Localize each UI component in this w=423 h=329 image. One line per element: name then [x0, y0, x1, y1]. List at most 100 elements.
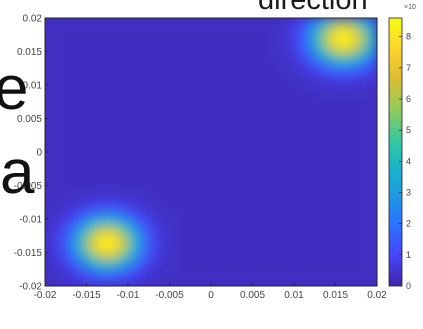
- heatmap-cell: [128, 152, 137, 160]
- heatmap-cell: [103, 78, 112, 86]
- heatmap-cell: [310, 239, 320, 247]
- heatmap-cell: [244, 118, 254, 126]
- heatmap-cell: [227, 265, 237, 274]
- heatmap-cell: [310, 125, 320, 133]
- heatmap-cell: [136, 131, 146, 140]
- heatmap-cell: [136, 64, 146, 73]
- y-tick-label: 0.01: [23, 81, 43, 92]
- heatmap-cell: [277, 205, 287, 213]
- heatmap-cell: [211, 185, 220, 193]
- heatmap-cell: [302, 138, 312, 146]
- heatmap-cell: [111, 259, 121, 267]
- heatmap-cell: [86, 125, 96, 133]
- heatmap-cell: [335, 192, 345, 200]
- heatmap-cell: [119, 64, 129, 73]
- heatmap-cell: [152, 279, 162, 286]
- y-tick-label: 0: [36, 148, 42, 159]
- heatmap-cell: [277, 252, 287, 260]
- heatmap-cell: [194, 158, 204, 166]
- heatmap-cell: [269, 152, 278, 160]
- heatmap-cell: [202, 85, 212, 93]
- heatmap-cell: [177, 91, 187, 99]
- heatmap-cell: [86, 105, 96, 113]
- heatmap-cell: [327, 232, 337, 240]
- heatmap-cell: [252, 118, 262, 126]
- heatmap-cell: [128, 245, 137, 254]
- heatmap-cell: [219, 172, 229, 180]
- heatmap-cell: [252, 131, 262, 140]
- heatmap-cell: [235, 165, 245, 173]
- heatmap-cell: [186, 111, 195, 120]
- heatmap-cell: [269, 91, 278, 99]
- heatmap-cell: [177, 85, 187, 93]
- heatmap-cell: [327, 131, 337, 140]
- heatmap-cell: [202, 279, 212, 286]
- heatmap-cell: [86, 78, 96, 86]
- heatmap-cell: [161, 158, 171, 166]
- heatmap-cell: [45, 78, 54, 86]
- heatmap-cell: [53, 152, 63, 160]
- heatmap-cell: [260, 105, 270, 113]
- heatmap-cell: [202, 51, 212, 59]
- heatmap-cell: [227, 138, 237, 146]
- heatmap-cell: [285, 205, 295, 213]
- heatmap-cell: [61, 125, 71, 133]
- heatmap-cell: [194, 111, 204, 120]
- heatmap-cell: [310, 85, 320, 93]
- heatmap-cell: [310, 279, 320, 286]
- heatmap-cell: [186, 272, 195, 280]
- heatmap-cell: [169, 18, 179, 26]
- heatmap-cell: [235, 51, 245, 59]
- heatmap-cell: [194, 98, 204, 106]
- heatmap-cell: [61, 158, 71, 166]
- heatmap-cell: [318, 98, 328, 106]
- heatmap-cell: [194, 51, 204, 59]
- heatmap-cell: [136, 212, 146, 220]
- heatmap-cell: [186, 71, 195, 79]
- heatmap-cell: [302, 44, 312, 53]
- heatmap-cell: [368, 98, 377, 106]
- heatmap-cell: [219, 152, 229, 160]
- heatmap-cell: [368, 44, 377, 53]
- heatmap-cell: [136, 219, 146, 227]
- heatmap-cell: [78, 98, 88, 106]
- heatmap-cell: [343, 58, 353, 66]
- heatmap-cell: [277, 111, 287, 120]
- heatmap-cell: [136, 38, 146, 46]
- heatmap-cell: [128, 178, 137, 187]
- heatmap-cell: [119, 279, 129, 286]
- heatmap-cell: [335, 158, 345, 166]
- heatmap-cell: [235, 225, 245, 233]
- heatmap-cell: [352, 118, 361, 126]
- heatmap-cell: [194, 105, 204, 113]
- heatmap-cell: [343, 158, 353, 166]
- heatmap-cell: [260, 71, 270, 79]
- heatmap-cell: [194, 152, 204, 160]
- heatmap-cell: [335, 18, 345, 26]
- heatmap-cell: [252, 265, 262, 274]
- heatmap-cell: [45, 198, 54, 207]
- heatmap-cell: [368, 192, 377, 200]
- heatmap-cell: [285, 58, 295, 66]
- heatmap-cell: [202, 239, 212, 247]
- heatmap-cell: [352, 178, 361, 187]
- heatmap-cell: [194, 38, 204, 46]
- heatmap-cell: [244, 152, 254, 160]
- heatmap-cell: [252, 225, 262, 233]
- heatmap-cell: [227, 192, 237, 200]
- heatmap-cell: [136, 85, 146, 93]
- heatmap-cell: [202, 252, 212, 260]
- heatmap-cell: [94, 205, 104, 213]
- heatmap-cell: [128, 138, 137, 146]
- heatmap-cell: [235, 131, 245, 140]
- heatmap-cell: [227, 31, 237, 39]
- heatmap-cell: [152, 172, 162, 180]
- heatmap-cell: [285, 51, 295, 59]
- heatmap-cell: [128, 252, 137, 260]
- heatmap-cell: [86, 85, 96, 93]
- heatmap-cell: [294, 219, 303, 227]
- heatmap-cell: [45, 225, 54, 233]
- heatmap-cell: [161, 51, 171, 59]
- heatmap-cell: [294, 192, 303, 200]
- heatmap-cell: [94, 64, 104, 73]
